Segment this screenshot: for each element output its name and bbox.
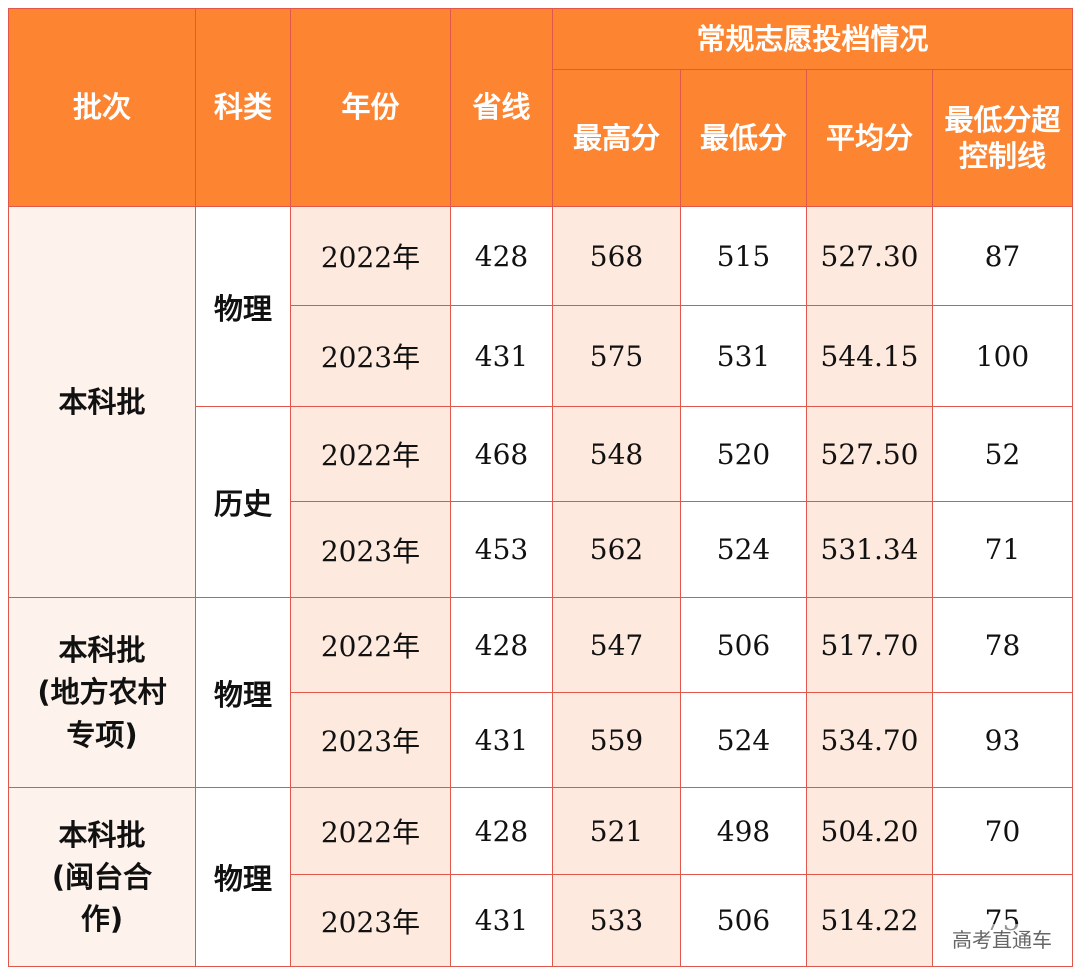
table-row: 本科批 (闽台合 作) 物理 2022年 428 521 498 504.20 …	[8, 787, 1073, 967]
max-score-cell: 548	[552, 406, 681, 502]
admission-score-table: 批次 科类 年份 省线 常规志愿投档情况 最高分 最低分 平均分 最低分超 控制线…	[8, 8, 1073, 967]
avg-score-cell: 534.70	[806, 692, 933, 788]
over-line-cell: 70	[932, 787, 1073, 875]
max-score-cell: 575	[552, 305, 681, 407]
header-batch: 批次	[8, 8, 196, 207]
province-line-cell: 431	[450, 305, 553, 407]
province-line-cell: 468	[450, 406, 553, 502]
year-cell: 2023年	[290, 874, 451, 967]
max-score-cell: 547	[552, 597, 681, 693]
year-cell: 2022年	[290, 597, 451, 693]
over-line-cell: 52	[932, 406, 1073, 502]
header-regular-admission-group: 常规志愿投档情况	[552, 8, 1073, 70]
batch-cell-fujian-taiwan: 本科批 (闽台合 作)	[8, 787, 196, 967]
min-score-cell: 506	[680, 874, 807, 967]
over-line-cell: 100	[932, 305, 1073, 407]
header-min-score: 最低分	[680, 69, 807, 207]
min-score-cell: 524	[680, 692, 807, 788]
min-score-cell: 531	[680, 305, 807, 407]
avg-score-cell: 504.20	[806, 787, 933, 875]
header-subject: 科类	[195, 8, 291, 207]
province-line-cell: 431	[450, 874, 553, 967]
over-line-cell: 93	[932, 692, 1073, 788]
subject-cell: 物理	[195, 787, 291, 967]
year-cell: 2023年	[290, 501, 451, 598]
batch-cell-rural-special: 本科批 (地方农村 专项)	[8, 597, 196, 788]
avg-score-cell: 527.50	[806, 406, 933, 502]
min-score-cell: 524	[680, 501, 807, 598]
province-line-cell: 453	[450, 501, 553, 598]
year-cell: 2023年	[290, 305, 451, 407]
avg-score-cell: 531.34	[806, 501, 933, 598]
batch-cell-benke: 本科批	[8, 206, 196, 598]
avg-score-cell: 514.22	[806, 874, 933, 967]
year-cell: 2022年	[290, 787, 451, 875]
header-province-line: 省线	[450, 8, 553, 207]
max-score-cell: 562	[552, 501, 681, 598]
province-line-cell: 431	[450, 692, 553, 788]
subject-cell: 物理	[195, 206, 291, 407]
admission-table-container: 批次 科类 年份 省线 常规志愿投档情况 最高分 最低分 平均分 最低分超 控制线…	[8, 8, 1073, 967]
min-score-cell: 520	[680, 406, 807, 502]
subject-cell: 物理	[195, 597, 291, 788]
min-score-cell: 515	[680, 206, 807, 306]
year-cell: 2022年	[290, 406, 451, 502]
year-cell: 2023年	[290, 692, 451, 788]
province-line-cell: 428	[450, 206, 553, 306]
avg-score-cell: 544.15	[806, 305, 933, 407]
header-avg-score: 平均分	[806, 69, 933, 207]
header-min-over-line: 最低分超 控制线	[932, 69, 1073, 207]
table-row: 2023年 431 559 524 534.70 93	[9, 692, 1073, 788]
table-row: 2023年 431 575 531 544.15 100	[9, 305, 1073, 407]
over-line-cell: 71	[932, 501, 1073, 598]
table-row: 2023年 431 533 506 514.22 75	[9, 874, 1073, 967]
over-line-cell: 87	[932, 206, 1073, 306]
table-row: 本科批 (地方农村 专项) 物理 2022年 428 547 506 517.7…	[8, 597, 1073, 788]
min-score-cell: 498	[680, 787, 807, 875]
province-line-cell: 428	[450, 597, 553, 693]
header-year: 年份	[290, 8, 451, 207]
max-score-cell: 568	[552, 206, 681, 306]
subject-cell: 历史	[195, 406, 291, 598]
max-score-cell: 521	[552, 787, 681, 875]
min-score-cell: 506	[680, 597, 807, 693]
province-line-cell: 428	[450, 787, 553, 875]
max-score-cell: 533	[552, 874, 681, 967]
avg-score-cell: 527.30	[806, 206, 933, 306]
table-row: 本科批 物理 2022年 428 568 515 527.30 87	[8, 206, 1073, 598]
header-max-score: 最高分	[552, 69, 681, 207]
max-score-cell: 559	[552, 692, 681, 788]
watermark-text: 高考直通车	[952, 924, 1052, 953]
table-row: 历史 2022年 468 548 520 527.50 52	[9, 406, 1073, 598]
over-line-cell: 78	[932, 597, 1073, 693]
year-cell: 2022年	[290, 206, 451, 306]
avg-score-cell: 517.70	[806, 597, 933, 693]
